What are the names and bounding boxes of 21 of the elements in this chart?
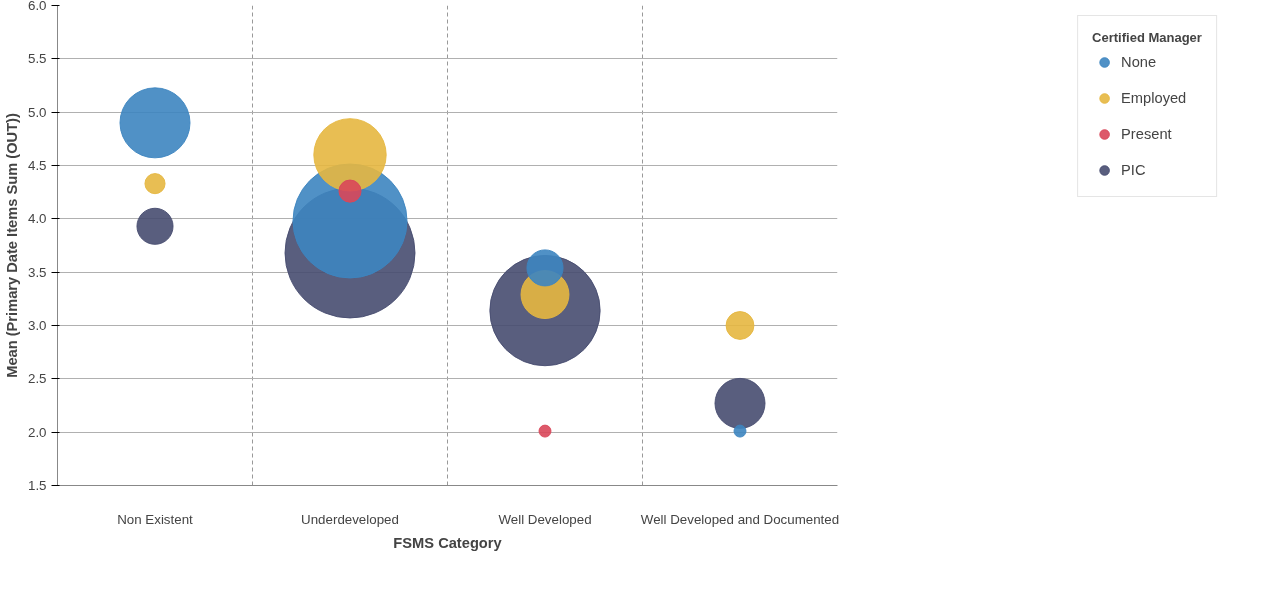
x-tick-label: Non Existent <box>117 511 194 527</box>
y-tick-label: 4.0 <box>27 211 47 227</box>
x-tick-label: Well Developed <box>498 511 592 527</box>
legend-label: None <box>1121 54 1157 70</box>
y-tick-label: 1.5 <box>27 478 47 493</box>
y-tick-label: 2.0 <box>27 424 47 440</box>
y-tick-label: 6.0 <box>27 0 47 13</box>
legend-label: Employed <box>1121 90 1187 106</box>
x-tick-label: Well Developed and Documented <box>640 511 840 527</box>
y-tick-label: 3.0 <box>27 318 47 333</box>
legend-label: PIC <box>1121 162 1146 178</box>
x-tick-label: Underdeveloped <box>301 511 399 527</box>
y-tick-label: 3.5 <box>27 264 47 280</box>
y-axis-title: Mean (Primary Date Items Sum (OUT)) <box>3 113 20 378</box>
y-tick-label: 2.5 <box>27 371 47 387</box>
legend-title: Certified Manager <box>1092 30 1202 45</box>
y-tick-label: 5.0 <box>27 104 47 120</box>
legend-label: Present <box>1121 126 1172 142</box>
y-tick-label: 4.5 <box>27 158 47 173</box>
y-tick-label: 5.5 <box>27 51 47 67</box>
x-axis-title: FSMS Category <box>393 534 503 551</box>
